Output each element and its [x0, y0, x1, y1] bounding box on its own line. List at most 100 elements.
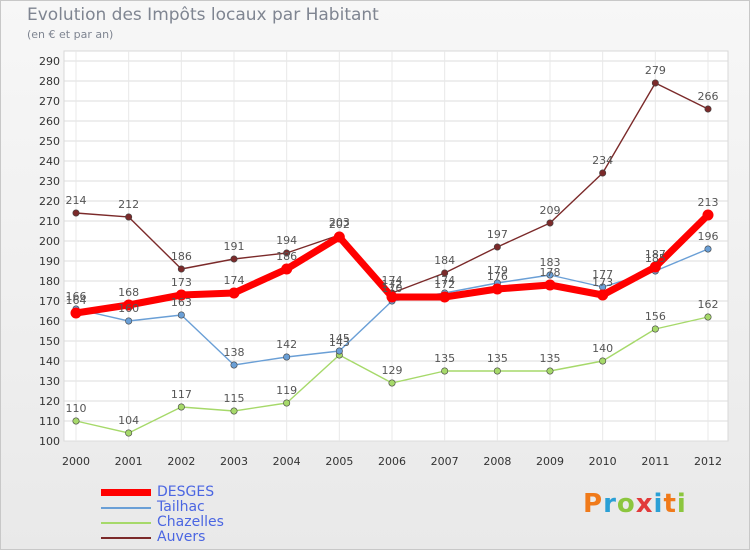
- data-point: [125, 429, 133, 437]
- data-label: 176: [487, 270, 508, 283]
- data-point: [283, 353, 291, 361]
- data-label: 213: [698, 196, 719, 209]
- logo-letter: t: [663, 489, 677, 519]
- data-label: 170: [382, 282, 403, 295]
- legend-swatch: [101, 521, 151, 524]
- data-point: [72, 417, 80, 425]
- x-tick-label: 2010: [589, 455, 617, 468]
- y-tick-label: 170: [39, 295, 60, 308]
- data-point: [704, 245, 712, 253]
- x-tick-label: 2009: [536, 455, 564, 468]
- data-point: [281, 263, 293, 275]
- data-point: [230, 361, 238, 369]
- data-point: [439, 291, 451, 303]
- data-point: [546, 367, 554, 375]
- legend-label: Tailhac: [157, 499, 205, 515]
- data-label: 209: [540, 204, 561, 217]
- data-point: [388, 379, 396, 387]
- data-point: [651, 325, 659, 333]
- logo-letter: x: [635, 489, 654, 519]
- data-point: [704, 105, 712, 113]
- data-point: [125, 213, 133, 221]
- data-point: [599, 357, 607, 365]
- data-label: 160: [118, 302, 139, 315]
- data-label: 142: [276, 338, 297, 351]
- data-label: 173: [171, 276, 192, 289]
- legend-label: Auvers: [157, 529, 206, 545]
- data-point: [599, 169, 607, 177]
- y-tick-label: 110: [39, 415, 60, 428]
- y-tick-label: 290: [39, 55, 60, 68]
- data-point: [230, 407, 238, 415]
- legend-label: DESGES: [157, 484, 215, 500]
- data-point: [335, 347, 343, 355]
- data-label: 110: [66, 402, 87, 415]
- data-label: 162: [698, 298, 719, 311]
- legend-label: Chazelles: [157, 514, 224, 530]
- data-point: [544, 279, 556, 291]
- y-tick-label: 190: [39, 255, 60, 268]
- data-label: 129: [382, 364, 403, 377]
- data-label: 140: [592, 342, 613, 355]
- data-label: 119: [276, 384, 297, 397]
- data-label: 174: [224, 274, 245, 287]
- data-label: 164: [66, 294, 87, 307]
- data-point: [177, 403, 185, 411]
- x-tick-label: 2011: [641, 455, 669, 468]
- data-point: [491, 283, 503, 295]
- data-label: 172: [382, 278, 403, 291]
- data-label: 168: [118, 286, 139, 299]
- x-tick-label: 2002: [167, 455, 195, 468]
- data-label: 135: [487, 352, 508, 365]
- data-label: 115: [224, 392, 245, 405]
- data-point: [651, 79, 659, 87]
- logo-letter: i: [676, 489, 687, 519]
- legend-item-tailhac: Tailhac: [101, 500, 224, 515]
- data-label: 104: [118, 414, 139, 427]
- data-label: 174: [382, 274, 403, 287]
- chart-subtitle: (en € et par an): [27, 28, 114, 41]
- data-point: [125, 317, 133, 325]
- data-point: [177, 265, 185, 273]
- x-tick-label: 2007: [431, 455, 459, 468]
- data-label: 177: [592, 268, 613, 281]
- x-tick-label: 2005: [325, 455, 353, 468]
- y-tick-label: 210: [39, 215, 60, 228]
- logo-letter: i: [653, 489, 664, 519]
- x-tick-label: 2008: [483, 455, 511, 468]
- data-label: 186: [171, 250, 192, 263]
- plot-area: [63, 50, 729, 442]
- y-tick-label: 200: [39, 235, 60, 248]
- x-tick-label: 2000: [62, 455, 90, 468]
- data-label: 183: [540, 256, 561, 269]
- chart-title: Evolution des Impôts locaux par Habitant: [27, 5, 379, 25]
- x-tick-label: 2001: [115, 455, 143, 468]
- y-tick-label: 260: [39, 115, 60, 128]
- data-label: 214: [66, 194, 87, 207]
- data-point: [72, 209, 80, 217]
- data-point: [177, 311, 185, 319]
- data-label: 145: [329, 332, 350, 345]
- data-point: [70, 307, 82, 319]
- data-label: 187: [645, 248, 666, 261]
- data-label: 279: [645, 64, 666, 77]
- x-tick-label: 2012: [694, 455, 722, 468]
- data-point: [493, 243, 501, 251]
- data-point: [123, 299, 135, 311]
- y-tick-label: 220: [39, 195, 60, 208]
- legend-item-desges: DESGES: [101, 485, 224, 500]
- data-label: 191: [224, 240, 245, 253]
- data-label: 166: [66, 290, 87, 303]
- x-tick-label: 2003: [220, 455, 248, 468]
- data-point: [493, 367, 501, 375]
- data-point: [546, 271, 554, 279]
- data-label: 178: [540, 266, 561, 279]
- data-label: 174: [434, 274, 455, 287]
- y-tick-label: 250: [39, 135, 60, 148]
- legend-swatch: [101, 536, 151, 539]
- data-label: 135: [540, 352, 561, 365]
- logo-letter: r: [603, 489, 617, 519]
- data-label: 186: [276, 250, 297, 263]
